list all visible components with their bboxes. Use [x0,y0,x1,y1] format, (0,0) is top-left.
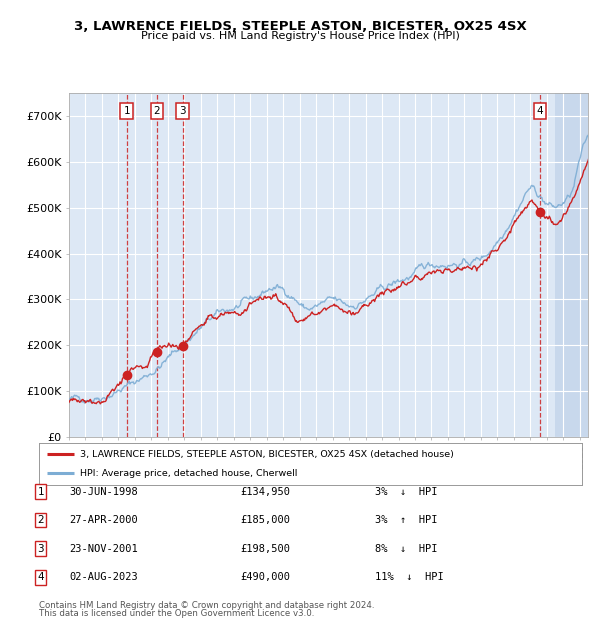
Bar [555,93,588,437]
Text: Price paid vs. HM Land Registry's House Price Index (HPI): Price paid vs. HM Land Registry's House … [140,31,460,41]
Text: 11%  ↓  HPI: 11% ↓ HPI [375,572,444,582]
Text: 3: 3 [37,544,44,554]
Text: 8%  ↓  HPI: 8% ↓ HPI [375,544,437,554]
Text: £134,950: £134,950 [240,487,290,497]
Text: 30-JUN-1998: 30-JUN-1998 [69,487,138,497]
Text: 2: 2 [37,515,44,525]
Text: 3, LAWRENCE FIELDS, STEEPLE ASTON, BICESTER, OX25 4SX: 3, LAWRENCE FIELDS, STEEPLE ASTON, BICES… [74,20,526,33]
Text: This data is licensed under the Open Government Licence v3.0.: This data is licensed under the Open Gov… [39,609,314,618]
Text: 1: 1 [124,107,130,117]
Text: £490,000: £490,000 [240,572,290,582]
Text: 3%  ↓  HPI: 3% ↓ HPI [375,487,437,497]
Text: 02-AUG-2023: 02-AUG-2023 [69,572,138,582]
Text: £198,500: £198,500 [240,544,290,554]
Text: 3: 3 [179,107,186,117]
Text: 3%  ↑  HPI: 3% ↑ HPI [375,515,437,525]
Text: 4: 4 [37,572,44,582]
Text: £185,000: £185,000 [240,515,290,525]
Text: 23-NOV-2001: 23-NOV-2001 [69,544,138,554]
Text: Contains HM Land Registry data © Crown copyright and database right 2024.: Contains HM Land Registry data © Crown c… [39,601,374,610]
Text: HPI: Average price, detached house, Cherwell: HPI: Average price, detached house, Cher… [80,469,297,478]
Text: 1: 1 [37,487,44,497]
Text: 3, LAWRENCE FIELDS, STEEPLE ASTON, BICESTER, OX25 4SX (detached house): 3, LAWRENCE FIELDS, STEEPLE ASTON, BICES… [80,450,454,459]
Text: 4: 4 [536,107,543,117]
Text: 27-APR-2000: 27-APR-2000 [69,515,138,525]
Text: 2: 2 [154,107,160,117]
